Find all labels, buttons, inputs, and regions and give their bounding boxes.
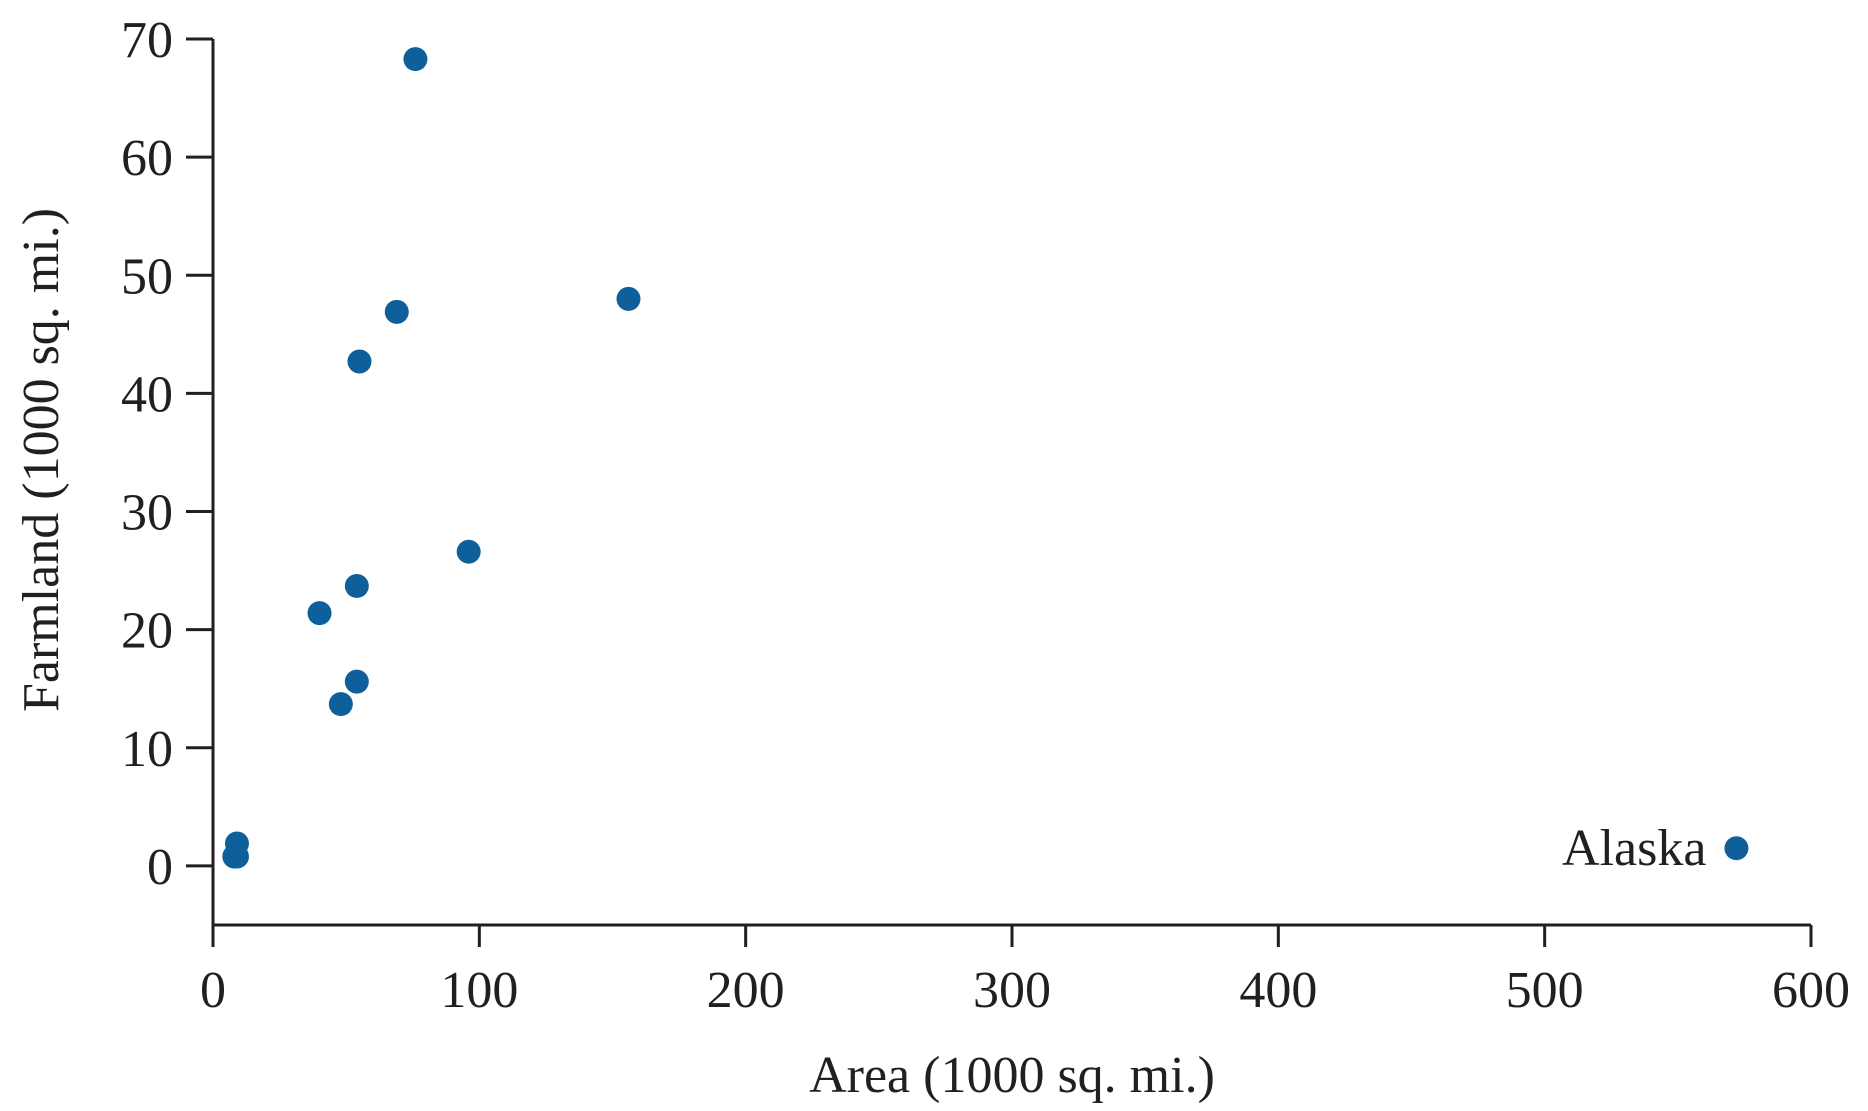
data-point — [344, 573, 369, 598]
data-point — [616, 286, 641, 311]
data-point — [403, 47, 428, 72]
x-tick-label: 0 — [200, 962, 226, 1019]
x-axis-ticks: 0 100 200 300 400 500 600 — [200, 925, 1850, 1019]
data-point — [344, 669, 369, 694]
data-point — [224, 844, 249, 869]
data-point — [347, 349, 372, 374]
data-point — [328, 692, 353, 717]
x-tick-label: 400 — [1239, 962, 1317, 1019]
y-tick-label: 0 — [147, 839, 173, 896]
x-tick-label: 200 — [707, 962, 785, 1019]
x-tick-label: 100 — [440, 962, 518, 1019]
data-point — [384, 299, 409, 324]
y-tick-label: 10 — [121, 721, 173, 778]
x-axis-title: Area (1000 sq. mi.) — [809, 1047, 1215, 1104]
x-tick-label: 600 — [1772, 962, 1850, 1019]
data-point — [1724, 836, 1749, 861]
y-tick-label: 50 — [121, 248, 173, 305]
y-tick-label: 20 — [121, 603, 173, 660]
annotations: Alaska — [1562, 820, 1706, 877]
y-tick-label: 70 — [121, 12, 173, 69]
data-points — [222, 47, 1749, 869]
y-axis-title: Farmland (1000 sq. mi.) — [13, 208, 70, 712]
y-tick-label: 30 — [121, 485, 173, 542]
x-tick-label: 300 — [973, 962, 1051, 1019]
y-tick-label: 40 — [121, 366, 173, 423]
y-axis-ticks: 0 10 20 30 40 50 60 70 — [121, 12, 213, 896]
data-point — [307, 601, 332, 626]
y-tick-label: 60 — [121, 130, 173, 187]
x-tick-label: 500 — [1506, 962, 1584, 1019]
plot-area: 0 100 200 300 400 500 600 0 10 20 30 40 50 60 70 Alas… — [121, 12, 1850, 1019]
data-point — [456, 539, 481, 564]
annotation-label: Alaska — [1562, 820, 1706, 877]
